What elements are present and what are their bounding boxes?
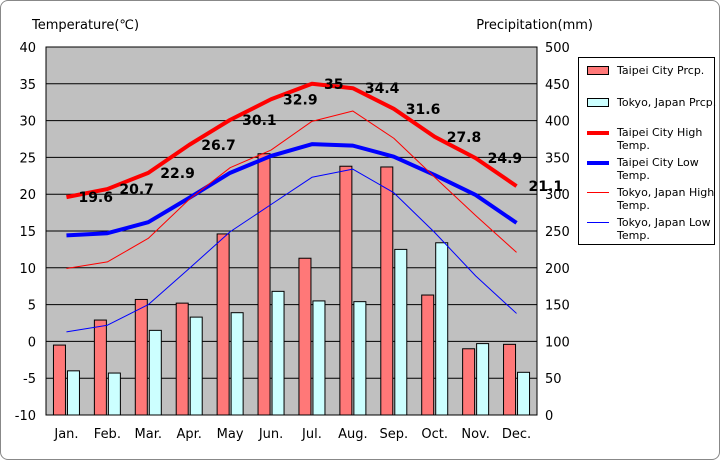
y-left-tick-label: 0 — [28, 335, 36, 350]
y-right-tick-label: 250 — [545, 225, 570, 240]
bar-tokyo-prcp — [189, 316, 203, 416]
legend: Taipei City Prcp. Tokyo, Japan Prcp. Tai… — [578, 57, 717, 245]
bar-taipei-prcp — [93, 319, 107, 416]
y-right-tick-label: 200 — [545, 262, 570, 277]
bar-taipei-prcp — [462, 348, 476, 416]
legend-label: Taipei City Low Temp. — [617, 156, 699, 182]
data-label-taipei-high: 24.9 — [488, 151, 523, 167]
x-tick-label: May — [217, 427, 244, 442]
y-right-tick-label: 400 — [545, 115, 570, 130]
data-label-taipei-high: 34.4 — [365, 81, 400, 97]
bar-taipei-prcp — [134, 298, 148, 416]
bar-taipei-prcp — [175, 302, 189, 416]
data-label-taipei-high: 26.7 — [201, 138, 236, 154]
y-right-tick-label: 50 — [545, 372, 562, 387]
data-label-taipei-high: 19.6 — [78, 190, 113, 206]
x-tick-label: Feb. — [94, 427, 121, 442]
x-tick-label: Jan. — [53, 427, 78, 442]
bar-taipei-prcp — [52, 344, 66, 416]
bar-tokyo-prcp — [353, 301, 367, 416]
legend-swatch-taipei-high — [587, 131, 609, 135]
legend-swatch-taipei-prcp — [587, 66, 609, 75]
y-left-axis-title: Temperature(℃) — [31, 18, 139, 33]
bar-tokyo-prcp — [107, 372, 121, 416]
y-left-tick-label: 5 — [28, 299, 36, 314]
bar-tokyo-prcp — [230, 312, 244, 416]
legend-swatch-tokyo-high — [587, 192, 609, 193]
legend-label: Taipei City High Temp. — [617, 126, 703, 152]
bar-tokyo-prcp — [517, 371, 531, 416]
y-right-tick-label: 300 — [545, 188, 570, 203]
x-tick-label: Jun. — [258, 427, 283, 442]
y-right-tick-label: 500 — [545, 41, 570, 56]
line-tokyo-low — [66, 168, 517, 333]
bar-tokyo-prcp — [66, 370, 80, 416]
x-tick-label: Nov. — [461, 427, 490, 442]
y-left-tick-label: 30 — [19, 115, 36, 130]
bar-tokyo-prcp — [312, 300, 326, 416]
legend-swatch-taipei-low — [587, 161, 609, 165]
x-tick-label: Aug. — [338, 427, 368, 442]
y-left-tick-label: 20 — [19, 188, 36, 203]
line-taipei-low — [66, 142, 518, 238]
y-right-axis-title: Precipitation(mm) — [476, 18, 593, 33]
data-label-taipei-high: 27.8 — [447, 130, 482, 146]
x-tick-label: Oct. — [421, 427, 448, 442]
data-label-taipei-high: 30.1 — [242, 113, 277, 129]
y-right-tick-label: 100 — [545, 335, 570, 350]
bar-taipei-prcp — [380, 166, 394, 416]
bar-taipei-prcp — [298, 257, 312, 416]
data-label-taipei-high: 35 — [324, 77, 343, 93]
data-label-taipei-high: 21.1 — [529, 179, 564, 195]
y-left-tick-label: -5 — [23, 372, 36, 387]
x-tick-label: Sep. — [379, 427, 408, 442]
bar-tokyo-prcp — [394, 248, 408, 416]
legend-label: Tokyo, Japan Low Temp. — [617, 216, 711, 242]
x-tick-label: Mar. — [135, 427, 162, 442]
y-right-tick-label: 150 — [545, 299, 570, 314]
bar-tokyo-prcp — [476, 343, 490, 416]
y-left-tick-label: 10 — [19, 262, 36, 277]
y-left-tick-label: 15 — [19, 225, 36, 240]
line-taipei-high — [66, 81, 518, 200]
bar-taipei-prcp — [503, 343, 517, 416]
x-tick-label: Apr. — [176, 427, 201, 442]
y-right-tick-label: 0 — [545, 409, 553, 424]
data-label-taipei-high: 31.6 — [406, 102, 441, 118]
legend-swatch-tokyo-prcp — [587, 98, 609, 107]
bar-tokyo-prcp — [435, 242, 449, 416]
line-tokyo-high — [66, 110, 517, 270]
y-left-tick-label: 25 — [19, 151, 36, 166]
bar-taipei-prcp — [421, 294, 435, 416]
data-label-taipei-high: 22.9 — [160, 166, 195, 182]
legend-label: Tokyo, Japan Prcp. — [617, 96, 717, 109]
y-left-tick-label: 35 — [19, 78, 36, 93]
y-right-tick-label: 450 — [545, 78, 570, 93]
legend-label: Taipei City Prcp. — [617, 64, 705, 77]
data-label-taipei-high: 20.7 — [119, 182, 154, 198]
bar-taipei-prcp — [257, 153, 271, 416]
bar-taipei-prcp — [339, 165, 353, 416]
bar-tokyo-prcp — [148, 329, 162, 416]
y-left-tick-label: -10 — [15, 409, 36, 424]
y-right-tick-label: 350 — [545, 151, 570, 166]
x-tick-label: Dec. — [502, 427, 531, 442]
bar-taipei-prcp — [216, 233, 230, 416]
x-tick-label: Jul. — [301, 427, 322, 442]
data-label-taipei-high: 32.9 — [283, 92, 318, 108]
y-left-tick-label: 40 — [19, 41, 36, 56]
legend-label: Tokyo, Japan High Temp. — [617, 186, 715, 212]
bar-tokyo-prcp — [271, 290, 285, 416]
legend-swatch-tokyo-low — [587, 222, 609, 223]
